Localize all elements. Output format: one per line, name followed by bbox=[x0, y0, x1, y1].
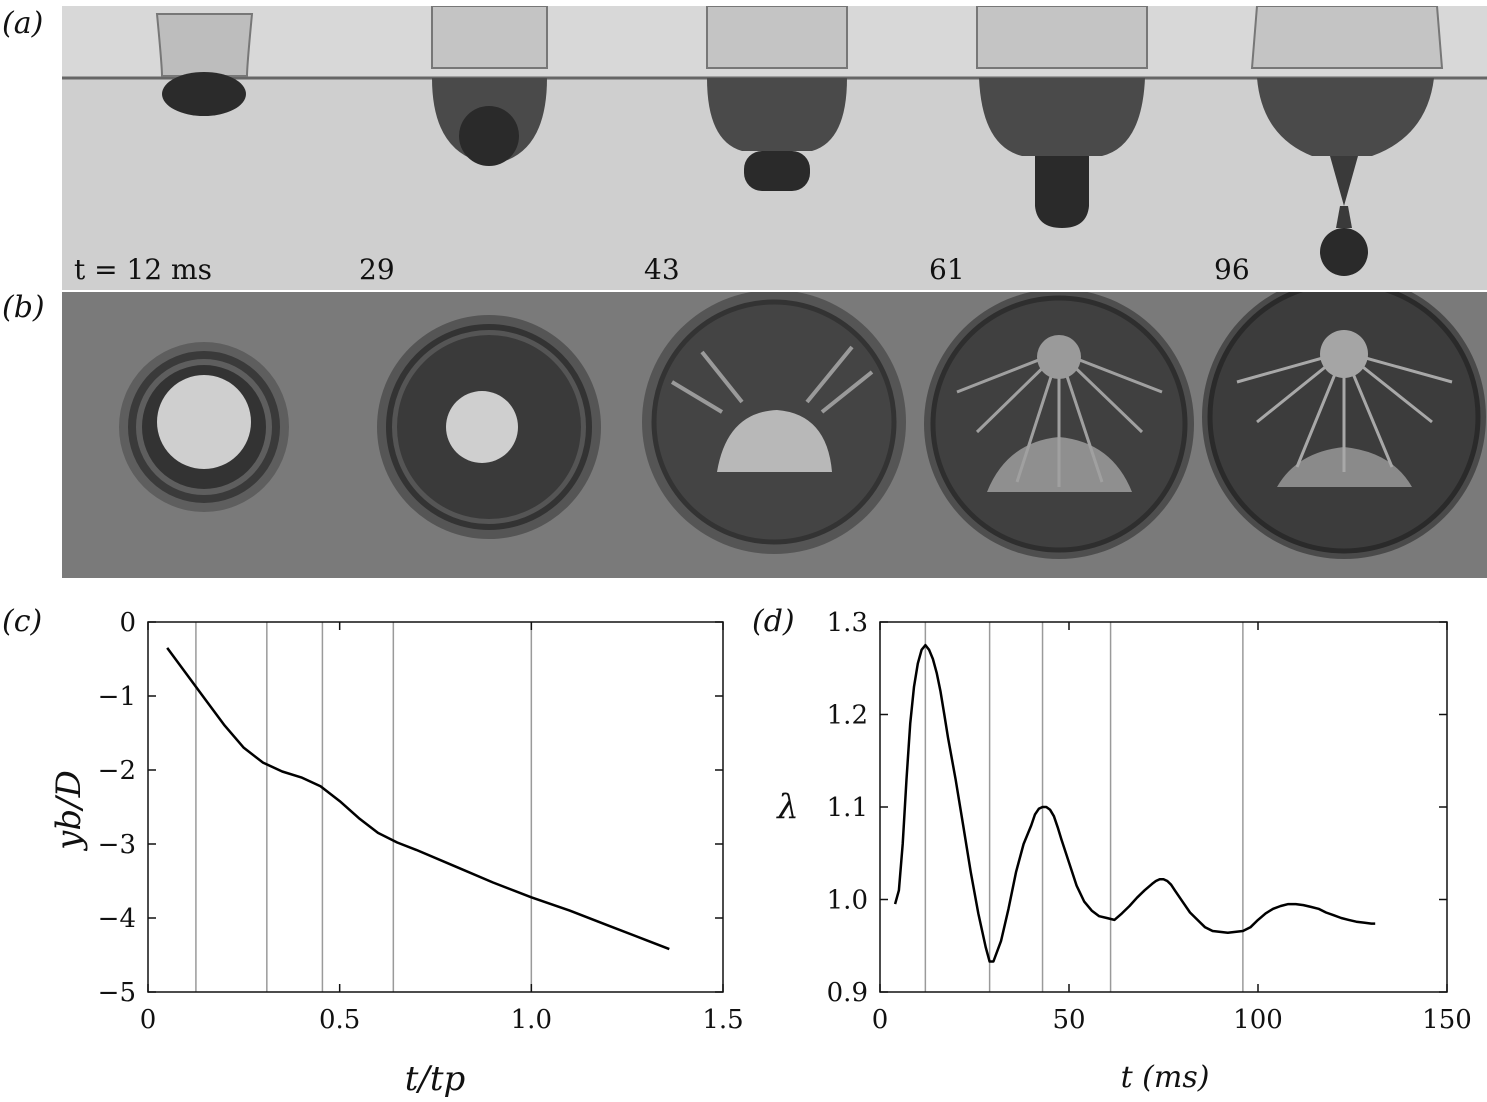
y-tick-label: −5 bbox=[98, 978, 136, 1008]
cavity-photo bbox=[924, 292, 1194, 559]
side-view-frame: 96 bbox=[1202, 6, 1487, 290]
y-axis-label: λ bbox=[775, 787, 799, 827]
cavity-photo bbox=[377, 315, 601, 539]
time-label: t = 12 ms bbox=[74, 253, 212, 286]
time-label: 43 bbox=[644, 253, 680, 286]
bottom-view-frame bbox=[62, 292, 347, 578]
bottom-view-frame bbox=[347, 292, 632, 578]
time-label: 29 bbox=[359, 253, 395, 286]
y-tick-label: 1.2 bbox=[827, 701, 868, 731]
plot-frame bbox=[879, 621, 1448, 993]
panel-label-c: (c) bbox=[2, 604, 43, 639]
y-tick-label: 1.3 bbox=[827, 608, 868, 638]
time-label: 96 bbox=[1214, 253, 1250, 286]
side-view-frame: 61 bbox=[917, 6, 1202, 290]
cavity-photo bbox=[62, 6, 347, 116]
bottom-view-frame bbox=[917, 292, 1202, 578]
side-view-frame: 43 bbox=[632, 6, 917, 290]
cavity-photo bbox=[642, 292, 906, 554]
chart-d: 0 50 100 150 1.3 1.2 1.1 1.0 0.9 t (ms) λ bbox=[775, 608, 1472, 1095]
cavity-photo bbox=[917, 6, 1202, 228]
y-tick-label: −1 bbox=[98, 682, 136, 712]
series-line bbox=[166, 647, 670, 951]
x-tick-label: 50 bbox=[1052, 1005, 1085, 1035]
x-axis-label: t (ms) bbox=[1121, 1060, 1210, 1095]
x-tick-label: 0 bbox=[872, 1005, 889, 1035]
side-view-frame: t = 12 ms bbox=[62, 6, 347, 290]
y-tick-label: −2 bbox=[98, 756, 136, 786]
y-tick-label: 1.1 bbox=[827, 793, 868, 823]
cavity-photo bbox=[632, 6, 917, 191]
side-view-strip: t = 12 ms 29 43 61 bbox=[62, 6, 1487, 290]
x-tick-label: 0 bbox=[140, 1005, 157, 1035]
x-tick-label: 1.0 bbox=[511, 1005, 552, 1035]
panel-label-b: (b) bbox=[2, 290, 45, 325]
time-label: 61 bbox=[929, 253, 965, 286]
cavity-photo bbox=[1202, 6, 1487, 276]
y-axis-label: yb/D bbox=[49, 770, 89, 852]
series-line bbox=[893, 643, 1376, 963]
x-tick-label: 0.5 bbox=[319, 1005, 360, 1035]
cavity-photo bbox=[1202, 292, 1486, 559]
bottom-view-frame bbox=[632, 292, 917, 578]
cavity-photo bbox=[347, 6, 632, 166]
y-tick-label: 0.9 bbox=[827, 978, 868, 1008]
panel-label-d: (d) bbox=[752, 604, 795, 639]
chart-c: 0 0.5 1.0 1.5 0 −1 −2 −3 −4 −5 t/tp yb/D bbox=[49, 608, 744, 1099]
panel-label-a: (a) bbox=[2, 6, 44, 41]
y-tick-label: −4 bbox=[98, 904, 136, 934]
x-tick-label: 100 bbox=[1233, 1005, 1283, 1035]
side-view-frame: 29 bbox=[347, 6, 632, 290]
x-tick-label: 150 bbox=[1422, 1005, 1472, 1035]
y-tick-label: 1.0 bbox=[827, 886, 868, 916]
bottom-view-frame bbox=[1202, 292, 1487, 578]
y-tick-label: −3 bbox=[98, 830, 136, 860]
plot-frame bbox=[147, 621, 724, 993]
x-axis-label: t/tp bbox=[405, 1059, 466, 1099]
x-tick-label: 1.5 bbox=[702, 1005, 743, 1035]
y-tick-label: 0 bbox=[119, 608, 136, 638]
cavity-photo bbox=[119, 342, 289, 512]
bottom-view-strip bbox=[62, 292, 1487, 578]
